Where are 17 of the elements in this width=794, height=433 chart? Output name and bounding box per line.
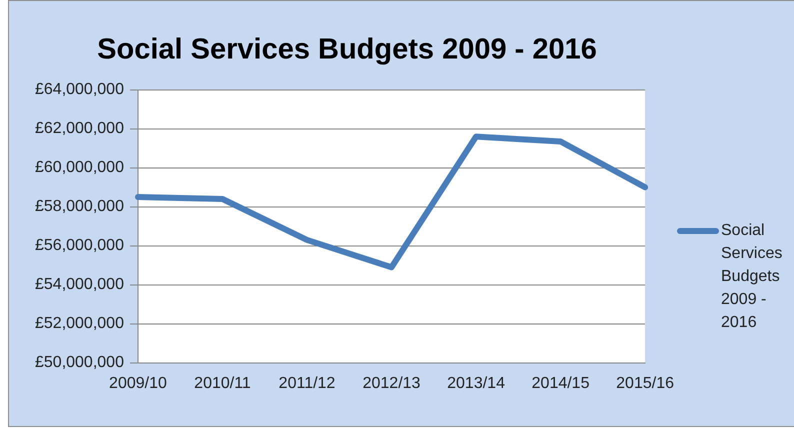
y-tick-label: £52,000,000 bbox=[34, 315, 124, 332]
legend-label: Social Services Budgets 2009 - 2016 bbox=[721, 221, 784, 333]
x-tick-label: 2013/14 bbox=[447, 374, 506, 392]
y-tick-label: £56,000,000 bbox=[34, 237, 124, 254]
y-tick-label: £50,000,000 bbox=[34, 354, 124, 372]
y-tick-label: £58,000,000 bbox=[34, 198, 124, 216]
x-tick-label: 2011/12 bbox=[278, 374, 336, 392]
x-tick-label: 2009/10 bbox=[109, 374, 167, 392]
y-tick-label: £62,000,000 bbox=[34, 120, 124, 138]
x-tick-label: 2010/11 bbox=[194, 374, 251, 392]
x-tick-label: 2015/16 bbox=[616, 374, 674, 392]
y-tick-label: £64,000,000 bbox=[34, 81, 124, 98]
chart-title: Social Services Budgets 2009 - 2016 bbox=[97, 33, 597, 66]
x-tick-label: 2014/15 bbox=[532, 374, 590, 392]
y-tick-label: £60,000,000 bbox=[34, 159, 124, 176]
x-tick-label: 2012/13 bbox=[362, 374, 421, 392]
y-tick-label: £54,000,000 bbox=[34, 276, 124, 294]
